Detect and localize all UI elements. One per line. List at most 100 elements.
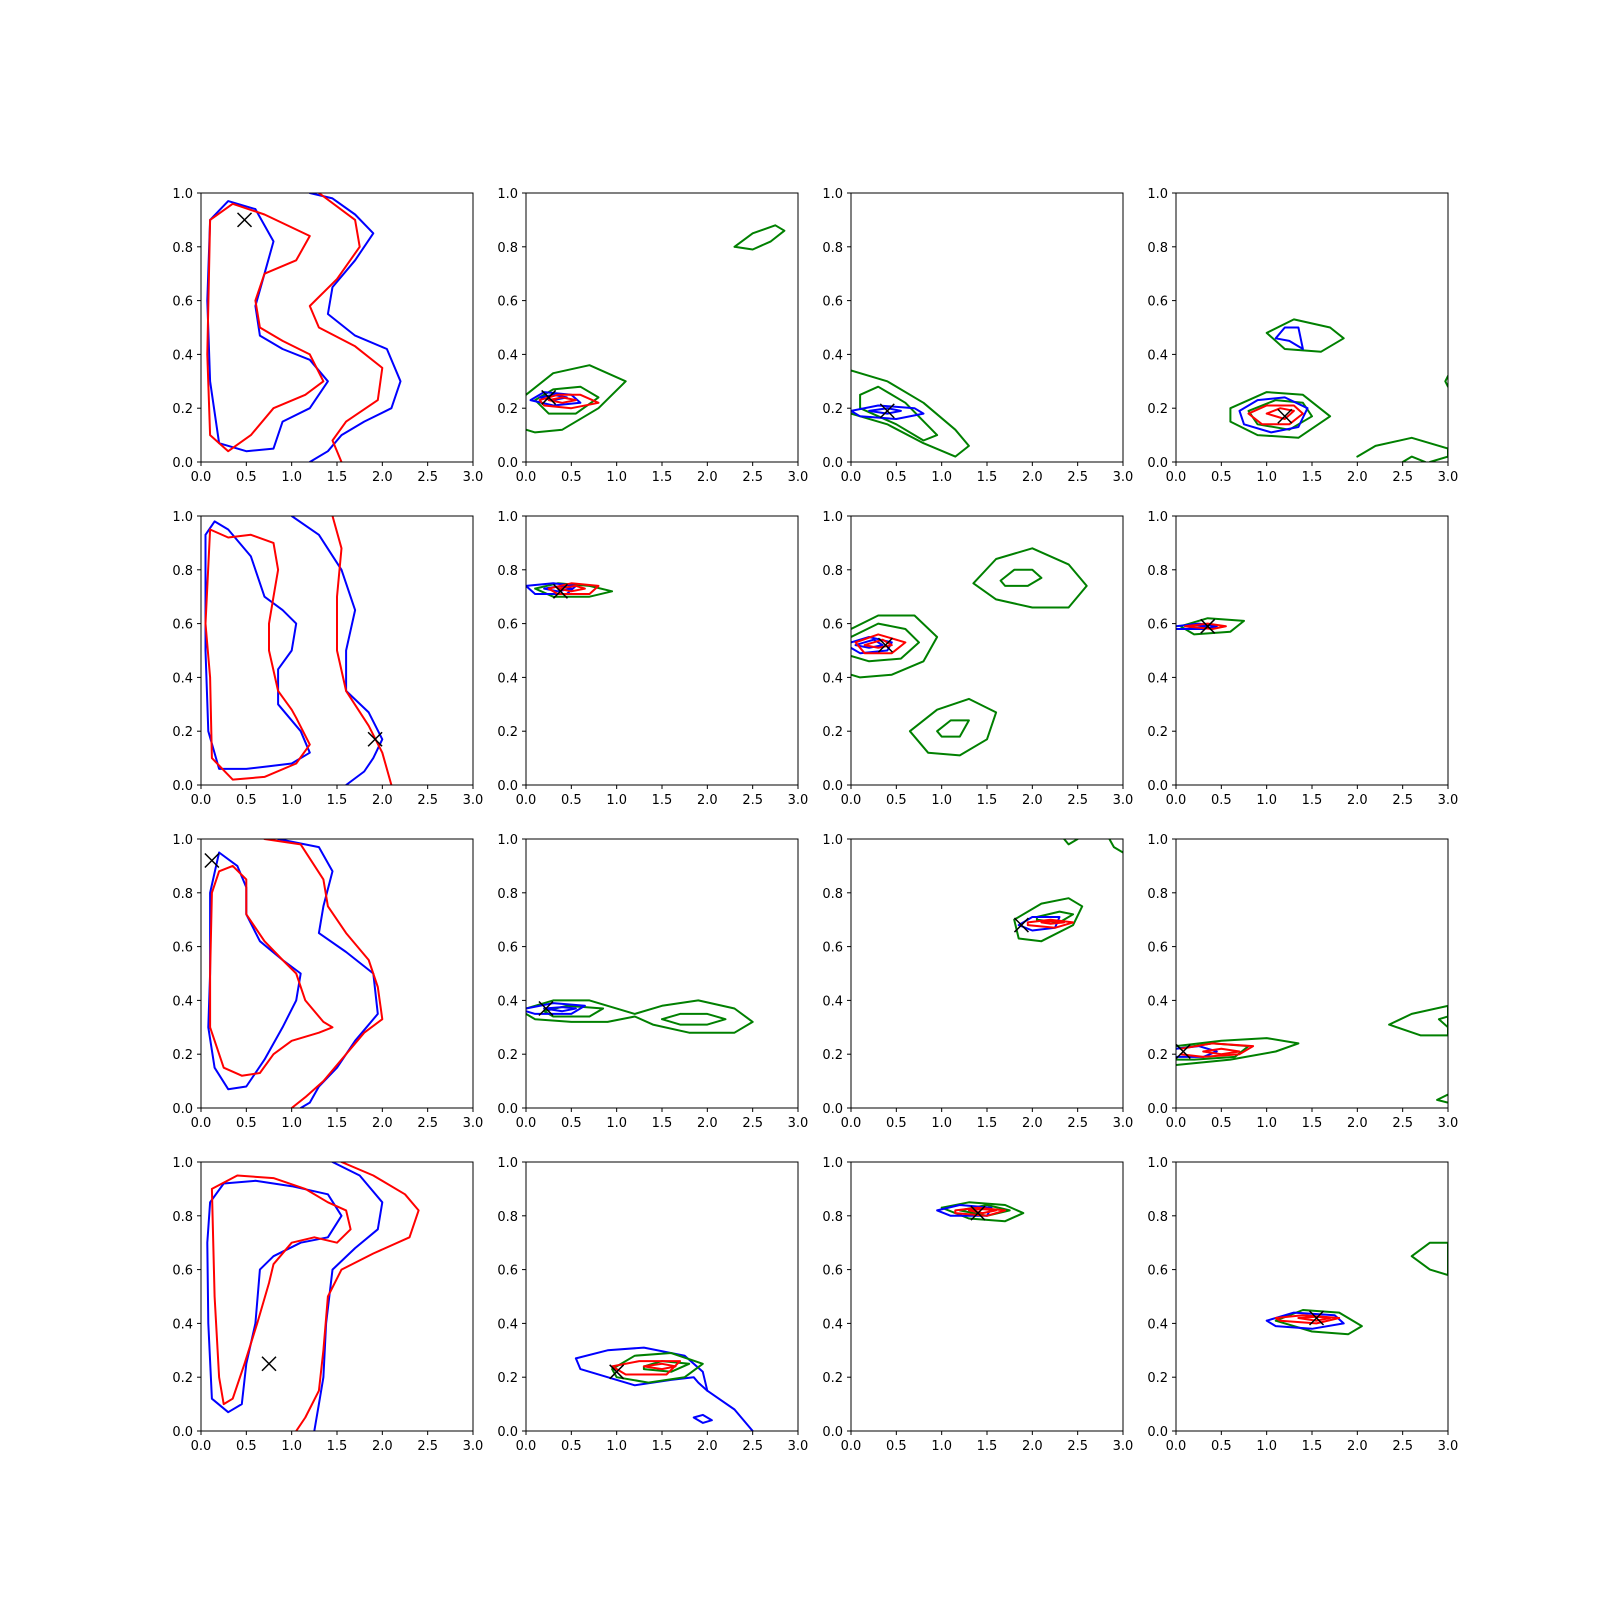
y-tick-label: 1.0 [822, 1156, 843, 1171]
x-tick-label: 3.0 [1113, 793, 1134, 808]
x-marker [609, 1364, 625, 1380]
y-tick-label: 0.8 [1147, 564, 1168, 579]
x-tick-label: 3.0 [1438, 1439, 1459, 1454]
y-tick-label: 0.2 [172, 402, 193, 417]
blue-contour-1 [204, 520, 311, 770]
red-contour-7 [1040, 920, 1066, 925]
x-tick-label: 0.0 [516, 470, 537, 485]
red-contour-6 [1026, 918, 1075, 929]
green-contour-1 [1179, 617, 1245, 636]
y-tick-label: 0.8 [1147, 1210, 1168, 1225]
y-tick-label: 0.8 [1147, 241, 1168, 256]
red-contour-9 [854, 633, 907, 655]
y-tick-label: 0.2 [822, 402, 843, 417]
x-tick-label: 1.0 [606, 470, 627, 485]
plot-area [526, 582, 614, 599]
x-tick-label: 2.5 [417, 470, 438, 485]
y-tick-label: 0.0 [497, 456, 518, 471]
plot-area [1265, 1241, 1448, 1336]
y-tick-label: 0.8 [497, 564, 518, 579]
green-contour-1 [1176, 1037, 1300, 1066]
x-tick-label: 0.5 [1211, 470, 1232, 485]
x-tick-label: 1.5 [652, 1116, 673, 1131]
blue-contour-3 [692, 1413, 713, 1424]
y-tick-label: 0.8 [497, 887, 518, 902]
x-tick-label: 0.0 [841, 1439, 862, 1454]
red-contour-9 [1247, 404, 1304, 426]
x-tick-label: 3.0 [1113, 1116, 1134, 1131]
y-tick-label: 0.0 [1147, 1425, 1168, 1440]
y-tick-label: 0.4 [822, 994, 843, 1009]
x-tick-label: 2.5 [1392, 1116, 1413, 1131]
plot-area [526, 999, 754, 1034]
y-tick-label: 1.0 [1147, 1156, 1168, 1171]
y-tick-label: 1.0 [497, 833, 518, 848]
blue-contour-4 [529, 391, 582, 407]
x-tick-label: 2.5 [1067, 1439, 1088, 1454]
x-tick-label: 3.0 [463, 1439, 484, 1454]
x-tick-label: 0.5 [236, 793, 257, 808]
blue-contour-2 [1176, 622, 1218, 630]
y-tick-label: 0.2 [822, 1048, 843, 1063]
x-marker [1200, 618, 1216, 634]
y-tick-label: 0.4 [172, 994, 193, 1009]
red-contour-8 [1202, 1047, 1241, 1056]
x-tick-label: 3.0 [463, 470, 484, 485]
green-contour-5 [908, 697, 998, 757]
x-tick-label: 2.0 [1022, 470, 1043, 485]
green-contour-3 [851, 614, 939, 679]
plot-area [206, 193, 402, 462]
y-tick-label: 0.0 [497, 1425, 518, 1440]
x-tick-label: 2.0 [1022, 1116, 1043, 1131]
y-tick-label: 1.0 [497, 1156, 518, 1171]
x-tick-label: 1.0 [931, 470, 952, 485]
red-contour-4 [263, 839, 384, 1108]
x-tick-label: 1.0 [281, 1439, 302, 1454]
x-tick-label: 2.5 [1067, 793, 1088, 808]
green-contour-1 [851, 369, 970, 458]
green-contour-3 [1388, 1004, 1448, 1037]
x-tick-label: 2.0 [697, 470, 718, 485]
green-contour-5 [1401, 455, 1427, 462]
y-tick-label: 0.0 [822, 456, 843, 471]
x-tick-label: 0.0 [1166, 470, 1187, 485]
x-marker [367, 731, 383, 747]
x-marker [1176, 1043, 1191, 1060]
x-tick-label: 3.0 [1113, 470, 1134, 485]
red-contour-4 [308, 193, 384, 462]
y-tick-label: 0.4 [1147, 671, 1168, 686]
y-tick-label: 0.2 [1147, 1048, 1168, 1063]
blue-contour-8 [1238, 396, 1309, 434]
x-tick-label: 0.0 [191, 1439, 212, 1454]
green-contour-4 [1108, 839, 1123, 854]
x-marker [877, 637, 893, 653]
y-tick-label: 0.0 [172, 1102, 193, 1117]
green-contour-2 [859, 385, 939, 442]
x-tick-label: 0.5 [1211, 1439, 1232, 1454]
y-tick-label: 0.4 [1147, 994, 1168, 1009]
y-tick-label: 0.6 [497, 618, 518, 633]
panel-4-3: 0.0 0.5 1.0 1.5 2.0 2.5 3.0 0.0 0.2 0.4 0.6 0.8 1.0 [822, 1156, 1133, 1454]
x-tick-label: 1.0 [281, 793, 302, 808]
x-marker [552, 583, 568, 599]
green-contour-5 [1436, 1093, 1448, 1104]
green-contour-2 [999, 568, 1043, 587]
panel-2-4: 0.0 0.5 1.0 1.5 2.0 2.5 3.0 0.0 0.2 0.4 0.6 0.8 1.0 [1147, 510, 1458, 808]
x-tick-label: 3.0 [788, 470, 809, 485]
y-tick-label: 0.4 [822, 348, 843, 363]
y-tick-label: 0.6 [1147, 295, 1168, 310]
red-contour-10 [863, 638, 893, 649]
red-contour-4 [954, 1206, 1007, 1217]
x-tick-label: 3.0 [1438, 1116, 1459, 1131]
red-contour-10 [1265, 407, 1295, 420]
x-marker [261, 1356, 277, 1372]
plot-area [204, 839, 384, 1108]
green-contour-2 [661, 1012, 727, 1026]
x-tick-label: 0.0 [841, 470, 862, 485]
x-tick-label: 2.5 [1392, 793, 1413, 808]
y-tick-label: 0.6 [172, 295, 193, 310]
x-tick-label: 1.5 [327, 793, 348, 808]
y-tick-label: 1.0 [497, 187, 518, 202]
x-tick-label: 2.5 [1067, 1116, 1088, 1131]
y-tick-label: 1.0 [822, 510, 843, 525]
